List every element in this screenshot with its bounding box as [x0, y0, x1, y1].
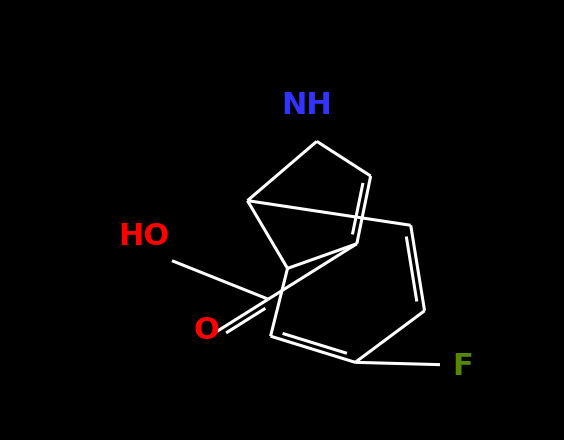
- Text: NH: NH: [281, 91, 332, 120]
- Text: O: O: [193, 315, 219, 345]
- Text: F: F: [453, 352, 473, 381]
- Text: HO: HO: [118, 222, 169, 250]
